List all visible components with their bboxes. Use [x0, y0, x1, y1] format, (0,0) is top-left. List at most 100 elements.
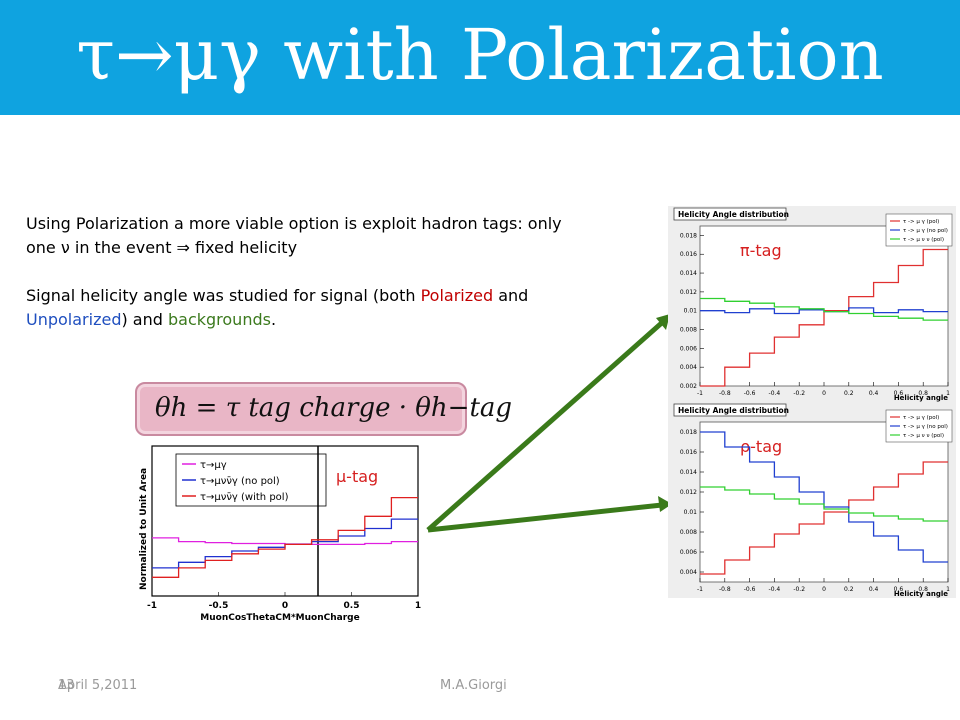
- mu-xtick-4: 1: [415, 601, 421, 611]
- rho-xtick-2: -0.6: [744, 586, 756, 593]
- pi-legend-2: τ -> μ ν ν (pol): [903, 237, 944, 243]
- mu-legend-1: τ→μνν̄γ (no pol): [200, 476, 280, 487]
- rho-xtick-6: 0.2: [844, 586, 854, 593]
- rho-series-2: [700, 486, 948, 522]
- pi-xtick-0: -1: [697, 390, 703, 397]
- pi-tag-label: π-tag: [740, 241, 782, 260]
- pi-xtick-9: 0.8: [918, 390, 928, 397]
- rho-xtick-10: 1: [946, 586, 950, 593]
- pi-legend: τ -> μ γ (pol) τ -> μ γ (no pol) τ -> μ …: [885, 213, 953, 247]
- arrow-to-rho: [427, 502, 663, 533]
- p2-a: Signal helicity angle was studied for si…: [26, 286, 421, 305]
- formula-box: θh = τ tag charge · θh−tag: [135, 382, 512, 436]
- arrows: [426, 314, 672, 533]
- pi-xtick-3: -0.4: [769, 390, 781, 397]
- pi-frame: [699, 225, 949, 387]
- rho-xtick-4: -0.2: [793, 586, 805, 593]
- pi-title: Helicity Angle distribution: [678, 210, 789, 219]
- rho-xtick-8: 0.6: [894, 586, 904, 593]
- mu-xtick-2: 0: [282, 601, 288, 611]
- rho-xtick-7: 0.4: [869, 586, 879, 593]
- p2-backgrounds: backgrounds: [167, 310, 271, 329]
- arrow-head-rho: [658, 496, 672, 512]
- slide-title: τ→μγ with Polarization: [76, 14, 884, 96]
- pi-xtick-7: 0.4: [869, 390, 879, 397]
- rho-xlabel: Helicity angle: [894, 590, 948, 598]
- pi-ytick-2: 0.006: [680, 345, 697, 352]
- pi-title-box: [673, 207, 787, 221]
- pi-ytick-4: 0.01: [684, 308, 698, 315]
- rho-series-0: [700, 461, 948, 575]
- rho-legend-1: τ -> μ γ (no pol): [903, 424, 948, 430]
- pi-ytick-3: 0.008: [680, 327, 697, 334]
- rho-ytick-7: 0.018: [680, 429, 697, 436]
- title-bar: [0, 0, 960, 115]
- pi-xlabel: Helicity angle: [894, 394, 948, 402]
- mu-series-0: [152, 537, 418, 546]
- rho-ytick-5: 0.014: [680, 469, 697, 476]
- arrow-head-pi: [656, 314, 670, 330]
- pi-ytick-0: 0.002: [680, 383, 697, 390]
- mu-legend: τ→μγ τ→μνν̄γ (no pol) τ→μνν̄γ (with pol): [175, 453, 327, 507]
- p2-unpolarized: Unpolarized: [26, 310, 122, 329]
- rho-xtick-0: -1: [697, 586, 703, 593]
- rho-ytick-3: 0.01: [684, 509, 698, 516]
- p2-b: and: [493, 286, 529, 305]
- pi-legend-0: τ -> μ γ (pol): [903, 219, 939, 225]
- pi-xtick-4: -0.2: [793, 390, 805, 397]
- rho-legend: τ -> μ γ (pol) τ -> μ γ (no pol) τ -> μ …: [885, 409, 953, 443]
- arrow-to-pi: [426, 318, 667, 532]
- paragraph-2: Signal helicity angle was studied for si…: [26, 284, 566, 332]
- p2-d: .: [270, 310, 277, 329]
- pi-xtick-8: 0.6: [894, 390, 904, 397]
- rho-xtick-1: -0.8: [719, 586, 731, 593]
- body-text: Using Polarization a more viable option …: [26, 212, 566, 356]
- pi-ytick-6: 0.014: [680, 270, 697, 277]
- rho-title-box: [673, 403, 787, 417]
- pi-ytick-5: 0.012: [680, 289, 697, 296]
- rho-xtick-9: 0.8: [918, 586, 928, 593]
- p2-polarized: Polarized: [420, 286, 494, 305]
- mu-xtick-0: -1: [147, 601, 157, 611]
- pi-ytick-8: 0.018: [680, 232, 697, 239]
- pi-xtick-10: 1: [946, 390, 950, 397]
- footer-author: M.A.Giorgi: [440, 678, 507, 693]
- rho-ytick-2: 0.008: [680, 529, 697, 536]
- rho-ytick-1: 0.006: [680, 549, 697, 556]
- rho-legend-0: τ -> μ γ (pol): [903, 415, 939, 421]
- paragraph-1: Using Polarization a more viable option …: [26, 214, 562, 257]
- footer-date: April 5,2011: [58, 678, 138, 693]
- pi-tag-plot: Helicity Angle distribution π-tag 0.002 0…: [668, 206, 956, 402]
- mu-legend-box: [175, 453, 327, 507]
- pi-xtick-1: -0.8: [719, 390, 731, 397]
- footer-slide-number: 13: [58, 678, 75, 693]
- rho-legend-2: τ -> μ ν ν (pol): [903, 433, 944, 439]
- rho-tag-label: ρ-tag: [740, 437, 782, 456]
- rho-series-1: [700, 431, 948, 563]
- rho-ytick-6: 0.016: [680, 449, 697, 456]
- mu-tag-label: μ-tag: [336, 467, 378, 486]
- mu-legend-0: τ→μγ: [200, 460, 227, 471]
- pi-ytick-7: 0.016: [680, 251, 697, 258]
- rho-tag-plot: Helicity Angle distribution ρ-tag 0.004 0…: [668, 402, 956, 598]
- rho-title: Helicity Angle distribution: [678, 406, 789, 415]
- pi-series-0: [700, 248, 948, 387]
- pi-xtick-6: 0.2: [844, 390, 854, 397]
- rho-xtick-5: 0: [822, 586, 826, 593]
- mu-xlabel: MuonCosThetaCM*MuonCharge: [200, 613, 359, 623]
- mu-legend-2: τ→μνν̄γ (with pol): [200, 492, 289, 503]
- rho-ytick-0: 0.004: [680, 569, 697, 576]
- rho-xtick-3: -0.4: [769, 586, 781, 593]
- pi-xtick-5: 0: [822, 390, 826, 397]
- p2-c: ) and: [121, 310, 168, 329]
- mu-xtick-3: 0.5: [344, 601, 360, 611]
- pi-ytick-1: 0.004: [680, 364, 697, 371]
- mu-tag-plot: Normalized to Unit Area τ→μγ τ→μνν̄γ (no…: [139, 445, 421, 623]
- mu-series-2: [152, 496, 418, 578]
- pi-series-2: [700, 297, 948, 321]
- pi-legend-1: τ -> μ γ (no pol): [903, 228, 948, 234]
- formula: θh = τ tag charge · θh−tag: [155, 393, 513, 423]
- pi-xtick-2: -0.6: [744, 390, 756, 397]
- rho-ytick-4: 0.012: [680, 489, 697, 496]
- mu-xtick-1: -0.5: [209, 601, 229, 611]
